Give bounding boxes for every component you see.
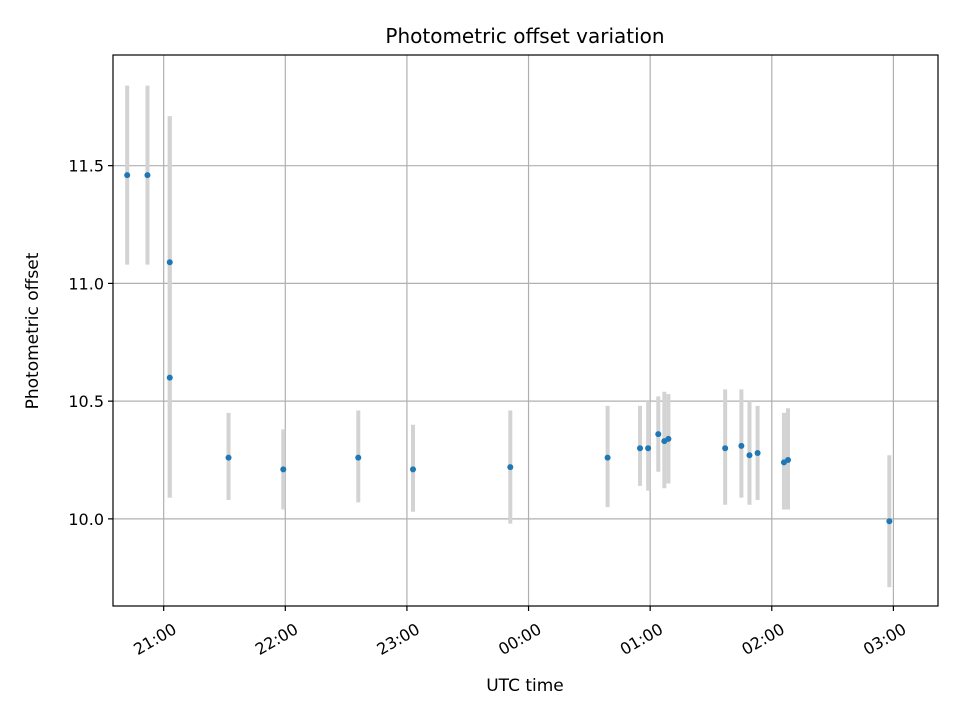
- chart-title: Photometric offset variation: [385, 24, 664, 48]
- data-point: [655, 431, 662, 438]
- data-point: [144, 172, 151, 179]
- data-point: [410, 466, 416, 473]
- data-point: [722, 445, 729, 452]
- data-point: [355, 454, 362, 461]
- x-axis-label: UTC time: [486, 676, 564, 696]
- data-point: [665, 435, 672, 442]
- data-point: [166, 374, 173, 381]
- y-tick-label: 10.5: [68, 392, 104, 411]
- data-point: [604, 454, 611, 461]
- data-point: [124, 172, 131, 179]
- y-tick-label: 10.0: [68, 510, 104, 529]
- y-tick-label: 11.5: [68, 157, 104, 176]
- data-point: [280, 466, 287, 473]
- data-point: [166, 259, 173, 266]
- grid: [113, 55, 938, 606]
- y-tick-label: 11.0: [68, 274, 104, 293]
- data-point: [225, 454, 232, 461]
- data-point: [785, 457, 791, 464]
- data-point: [738, 442, 745, 449]
- data-point: [637, 445, 644, 452]
- data-point: [507, 464, 514, 471]
- data-point: [886, 518, 893, 525]
- data-point: [645, 445, 652, 452]
- data-points: [124, 172, 893, 525]
- plot-frame: [112, 54, 939, 607]
- data-point: [754, 449, 761, 456]
- y-axis-label: Photometric offset: [23, 252, 43, 409]
- data-point: [746, 452, 753, 459]
